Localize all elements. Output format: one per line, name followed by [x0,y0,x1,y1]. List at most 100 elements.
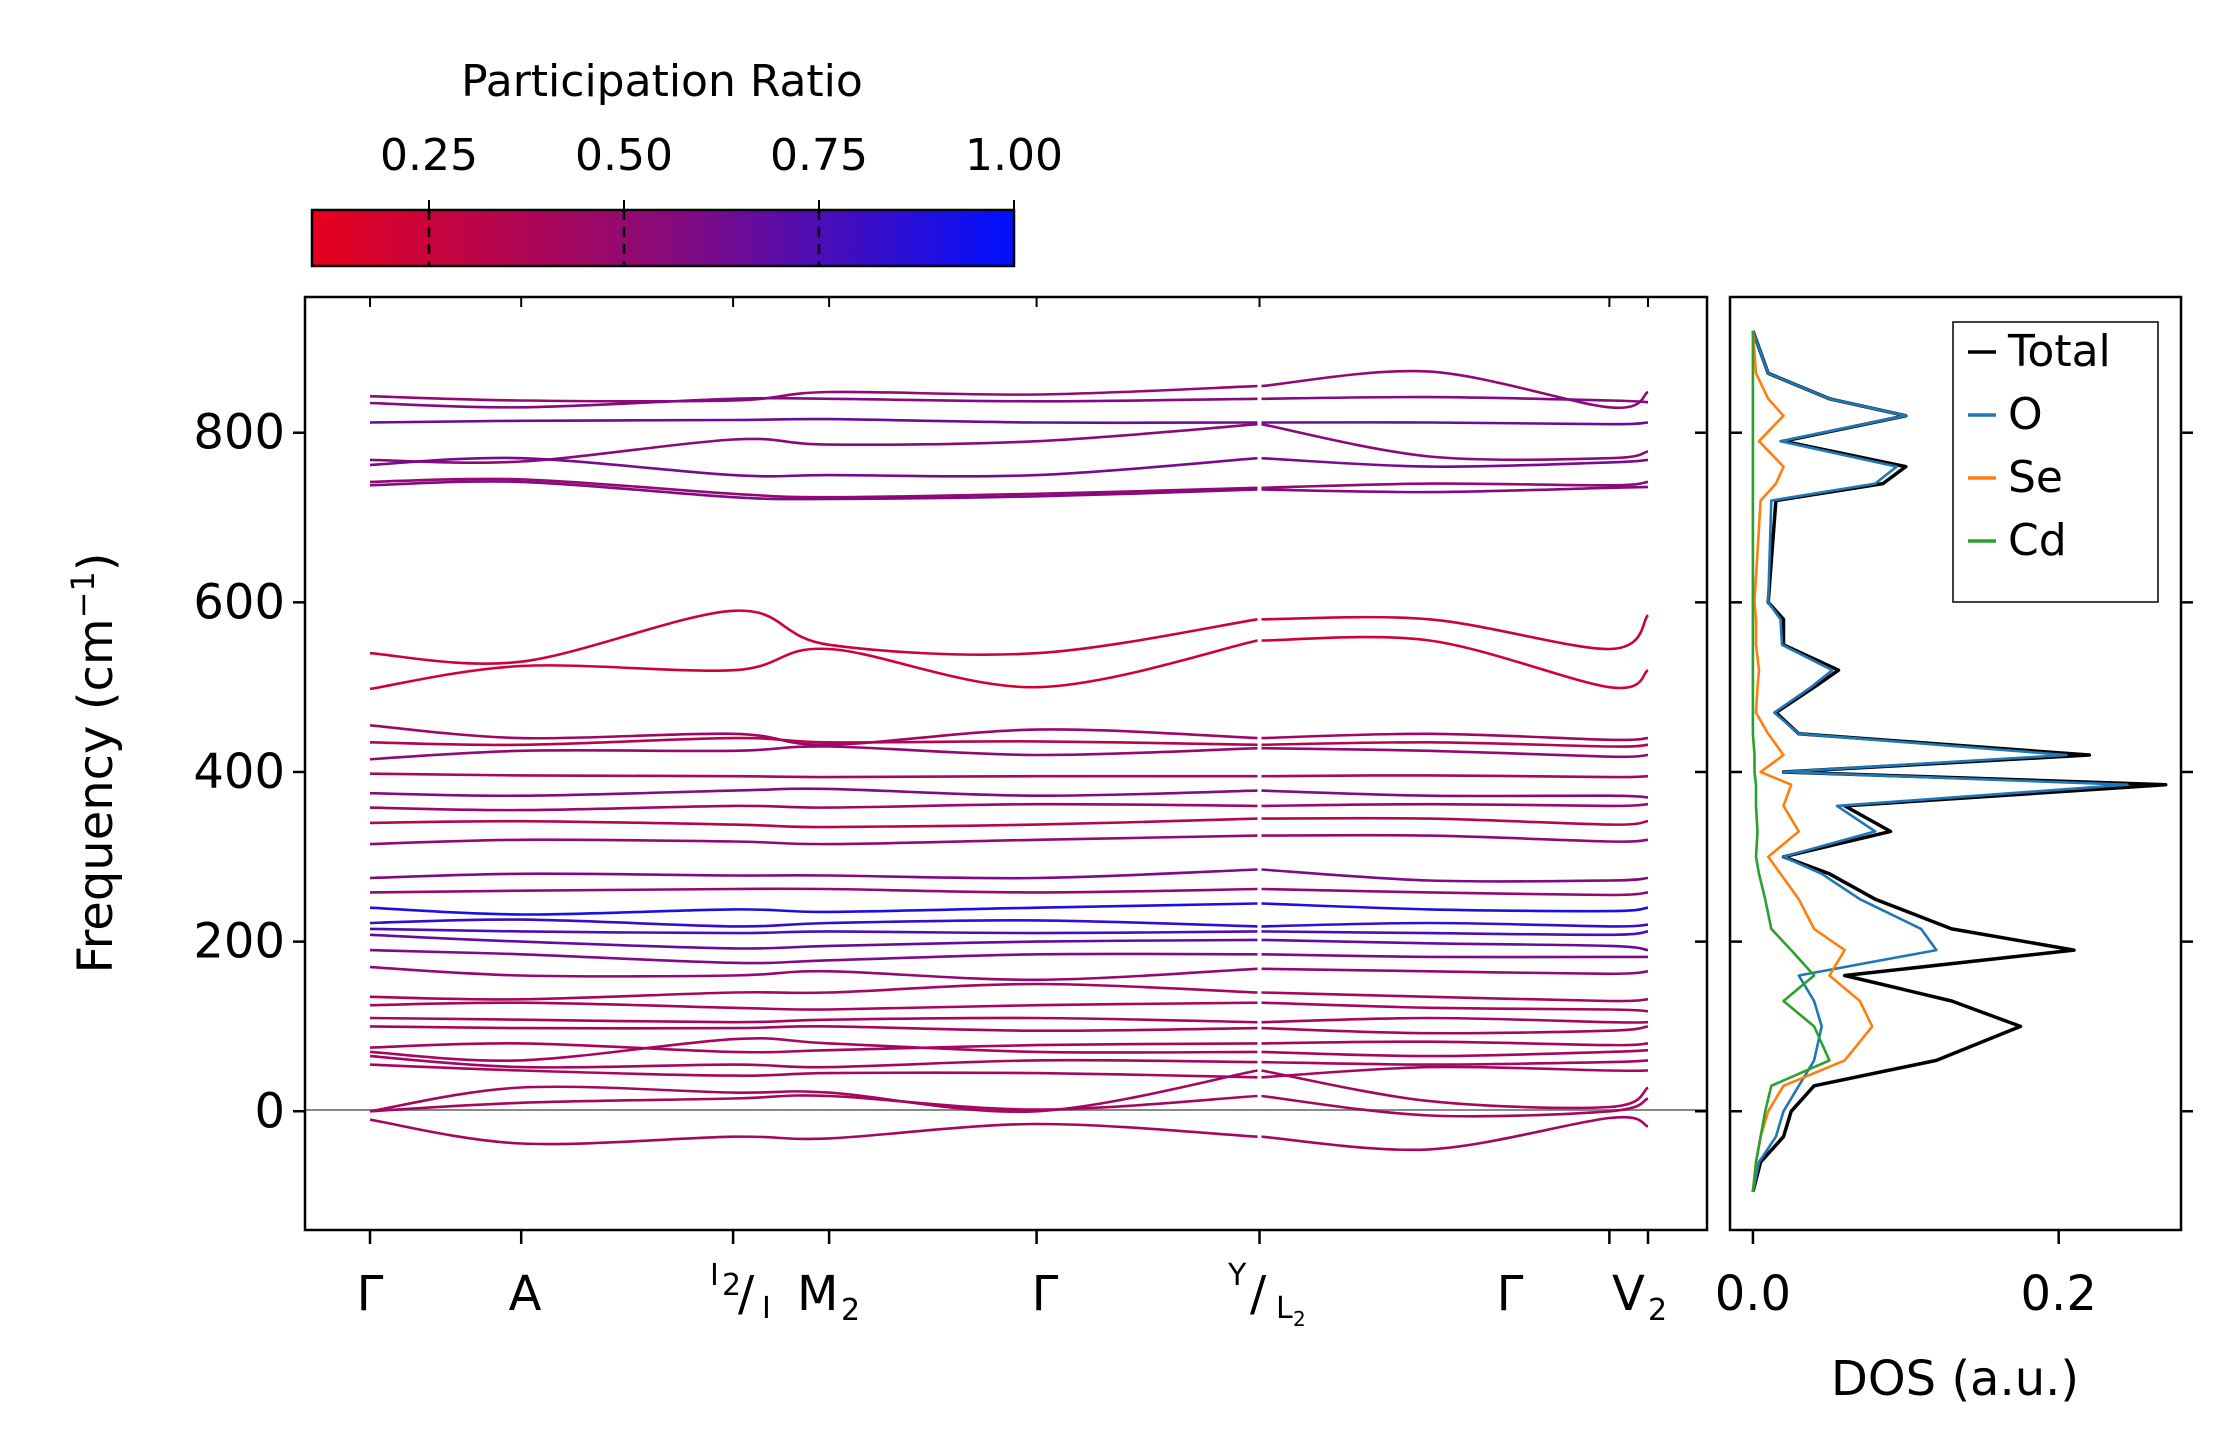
band-line [1261,480,1649,490]
band-line [369,1054,1258,1069]
band-line [1261,1048,1649,1058]
band-x-ticks [368,297,1650,1244]
kpoint-labels: Γ A I 2 / I M 2 Γ Y / L 2 Γ V 2 [357,1258,1667,1331]
kpoint-label-l2-main: L [1276,1291,1293,1326]
band-line [369,817,1258,829]
kpoint-label-slash-2: / [1250,1266,1267,1322]
band-line [369,417,1258,425]
band-line [1261,485,1649,494]
kpoint-label-slash-1: / [738,1266,755,1322]
band-line [369,802,1258,812]
band-line [369,480,1258,501]
kpoint-label-y-l2: Y / L 2 [1227,1258,1306,1331]
dos-x-label: DOS (a.u.) [1831,1351,2079,1407]
kpoint-label-i2-i: I 2 / I [710,1258,771,1326]
band-y-tick-label: 0 [254,1083,285,1139]
band-line [369,902,1258,916]
colorbar-tick-label: 0.25 [380,130,478,181]
kpoint-label-l2-sub: 2 [1293,1307,1306,1331]
dos-panel: 0.0 0.2 DOS (a.u.) Total O Se Cd [1695,295,2193,1407]
y-label-base: Frequency (cm [68,618,124,973]
band-line [1261,816,1649,826]
colorbar-tick-label: 1.00 [965,130,1063,181]
kpoint-label-v2-sub: 2 [1648,1293,1667,1328]
band-line [369,1063,1258,1079]
kpoint-label-gamma-1: Γ [357,1266,384,1322]
kpoint-label-m2-main: M [797,1266,838,1322]
band-line [1261,1094,1649,1118]
colorbar: Participation Ratio 0.25 0.50 0.75 1.00 [310,56,1063,268]
band-line [1261,953,1648,959]
band-line [1261,1001,1649,1013]
band-line [1261,1065,1649,1079]
legend-label-o: O [2008,389,2043,440]
dos-x-tick-label: 0.0 [1715,1266,1791,1322]
band-line [369,982,1258,1001]
band-line [369,933,1258,950]
band-line [369,384,1258,403]
kpoint-label-gamma-3: Γ [1497,1266,1524,1322]
band-line [1261,395,1649,404]
colorbar-gradient [310,208,1016,268]
band-structure-panel: 0 200 400 600 800 Frequency (cm−1) [64,295,1709,1244]
band-line [1261,1115,1649,1152]
band-line [1261,887,1649,897]
band-line [369,927,1258,935]
band-line [1261,802,1649,808]
kpoint-label-i2-main: I [710,1258,719,1293]
band-line [1261,789,1649,799]
band-line [369,1042,1258,1054]
band-line [1261,746,1649,759]
band-line [369,396,1258,409]
band-line [369,745,1258,761]
band-y-ticks: 0 200 400 600 800 [193,405,305,1139]
kpoint-label-m2-sub: 2 [841,1293,860,1328]
kpoint-label-gamma-2: Γ [1032,1266,1059,1322]
band-line [369,965,1258,982]
band-line [369,1037,1258,1062]
legend-label-cd: Cd [2008,515,2067,566]
colorbar-ticks: 0.25 0.50 0.75 1.00 [380,130,1063,266]
band-line [1261,902,1649,913]
band-line [369,639,1258,691]
band-line [369,609,1258,665]
band-line [1261,930,1649,937]
kpoint-label-i2-sub: 2 [722,1268,741,1303]
band-y-tick-label: 400 [193,744,285,800]
band-line [1261,369,1649,410]
band-line [1261,1016,1649,1024]
legend-label-se: Se [2008,452,2063,503]
colorbar-title: Participation Ratio [461,56,863,107]
band-line [1261,456,1649,468]
dos-line-cd [1751,330,1831,1192]
band-line [369,477,1258,499]
band-line [1261,422,1649,462]
band-line [369,948,1258,965]
band-line [1261,1025,1649,1035]
colorbar-tick-label: 0.50 [575,130,673,181]
band-line [1261,1069,1649,1110]
band-line [369,1094,1258,1113]
kpoint-label-v2: V 2 [1612,1266,1667,1328]
band-line [369,918,1258,928]
band-line [1261,991,1649,1003]
band-y-tick-label: 600 [193,574,285,630]
band-line [369,834,1258,846]
dos-legend: Total O Se Cd [1952,321,2159,603]
band-line [369,1016,1258,1024]
legend-label-total: Total [2007,326,2111,377]
band-line [1261,614,1650,651]
dos-line-o [1751,330,2129,1193]
band-line [369,1118,1258,1146]
band-line [369,1025,1258,1033]
band-y-tick-label: 800 [193,405,285,461]
dos-y-ticks [1695,431,2193,1113]
band-line [1261,740,1649,748]
dos-x-ticks: 0.0 0.2 [1715,1230,2097,1322]
band-line [369,736,1258,747]
colorbar-tick-label: 0.75 [770,130,868,181]
band-line [1261,421,1649,426]
band-line [1261,1040,1649,1047]
kpoint-label-y-main: Y [1227,1258,1247,1293]
